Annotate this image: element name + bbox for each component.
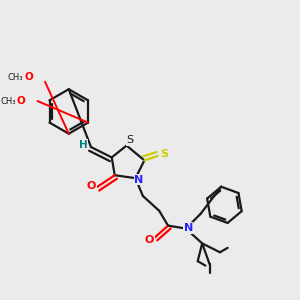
- Text: CH₃: CH₃: [8, 73, 23, 82]
- Text: O: O: [145, 236, 154, 245]
- Text: N: N: [184, 223, 193, 233]
- Text: S: S: [160, 149, 168, 159]
- Text: H: H: [79, 140, 88, 150]
- Text: O: O: [17, 96, 26, 106]
- Text: O: O: [24, 72, 33, 82]
- Text: N: N: [134, 175, 144, 184]
- Text: CH₃: CH₃: [0, 97, 16, 106]
- Text: S: S: [127, 135, 134, 145]
- Text: O: O: [87, 181, 96, 190]
